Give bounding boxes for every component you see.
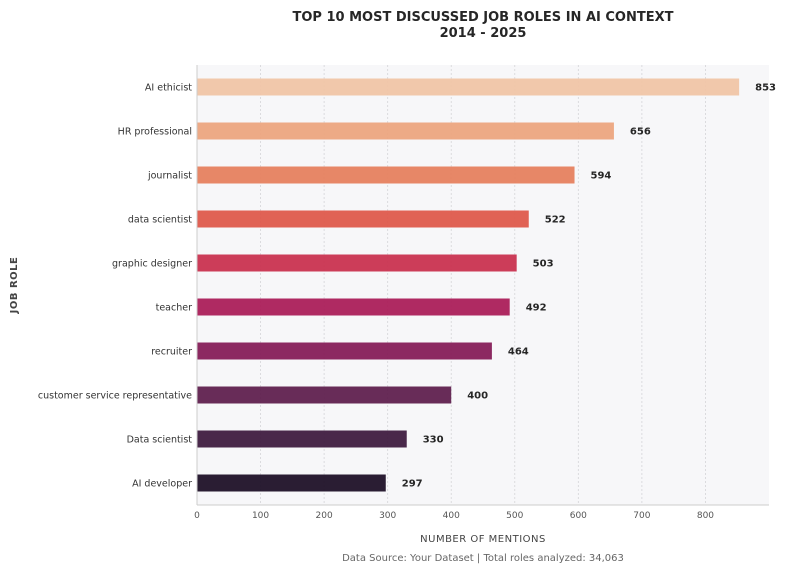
x-tick-label: 0 (194, 511, 200, 521)
bars (197, 78, 740, 492)
value-label: 297 (402, 479, 423, 490)
value-label: 330 (423, 435, 444, 446)
x-tick-label: 800 (697, 511, 714, 521)
category-label: teacher (156, 303, 192, 314)
value-label: 400 (467, 391, 488, 402)
value-label: 853 (755, 83, 776, 94)
value-label: 503 (533, 259, 554, 270)
category-label: AI developer (132, 479, 192, 490)
category-label: AI ethicist (145, 83, 192, 94)
bar (197, 166, 575, 184)
bar (197, 386, 452, 404)
bar (197, 122, 614, 140)
value-label: 656 (630, 127, 651, 138)
x-tick-label: 500 (506, 511, 523, 521)
x-tick-label: 100 (252, 511, 269, 521)
value-label: 492 (526, 303, 547, 314)
data-source-note: Data Source: Your Dataset | Total roles … (342, 553, 624, 564)
bar (197, 474, 386, 492)
x-tick-label: 300 (379, 511, 396, 521)
value-label: 522 (545, 215, 566, 226)
chart-subtitle: 2014 - 2025 (440, 26, 527, 41)
category-label: recruiter (151, 347, 192, 358)
value-labels: 853 656 594 522 503 492 464 400 330 297 (402, 83, 776, 490)
x-tick-label: 400 (443, 511, 460, 521)
x-tick-label: 700 (633, 511, 650, 521)
x-tick-label: 600 (570, 511, 587, 521)
bar (197, 342, 492, 360)
value-label: 464 (508, 347, 529, 358)
category-label: customer service representative (38, 391, 192, 402)
y-axis-title: JOB ROLE (9, 257, 20, 315)
category-label: Data scientist (127, 435, 193, 446)
category-label: journalist (147, 171, 192, 182)
category-label: data scientist (128, 215, 192, 226)
bar (197, 298, 510, 316)
x-axis-title: NUMBER OF MENTIONS (420, 534, 546, 545)
bar (197, 210, 529, 228)
x-axis-ticks: 0 100 200 300 400 500 600 700 800 (194, 511, 714, 521)
category-label: graphic designer (112, 259, 192, 270)
bar (197, 78, 740, 96)
chart-title: TOP 10 MOST DISCUSSED JOB ROLES IN AI CO… (293, 10, 674, 25)
bar (197, 254, 517, 272)
value-label: 594 (591, 171, 612, 182)
bar (197, 430, 407, 448)
x-tick-label: 200 (316, 511, 333, 521)
category-labels: AI ethicist HR professional journalist data… (38, 83, 192, 490)
category-label: HR professional (118, 127, 192, 138)
